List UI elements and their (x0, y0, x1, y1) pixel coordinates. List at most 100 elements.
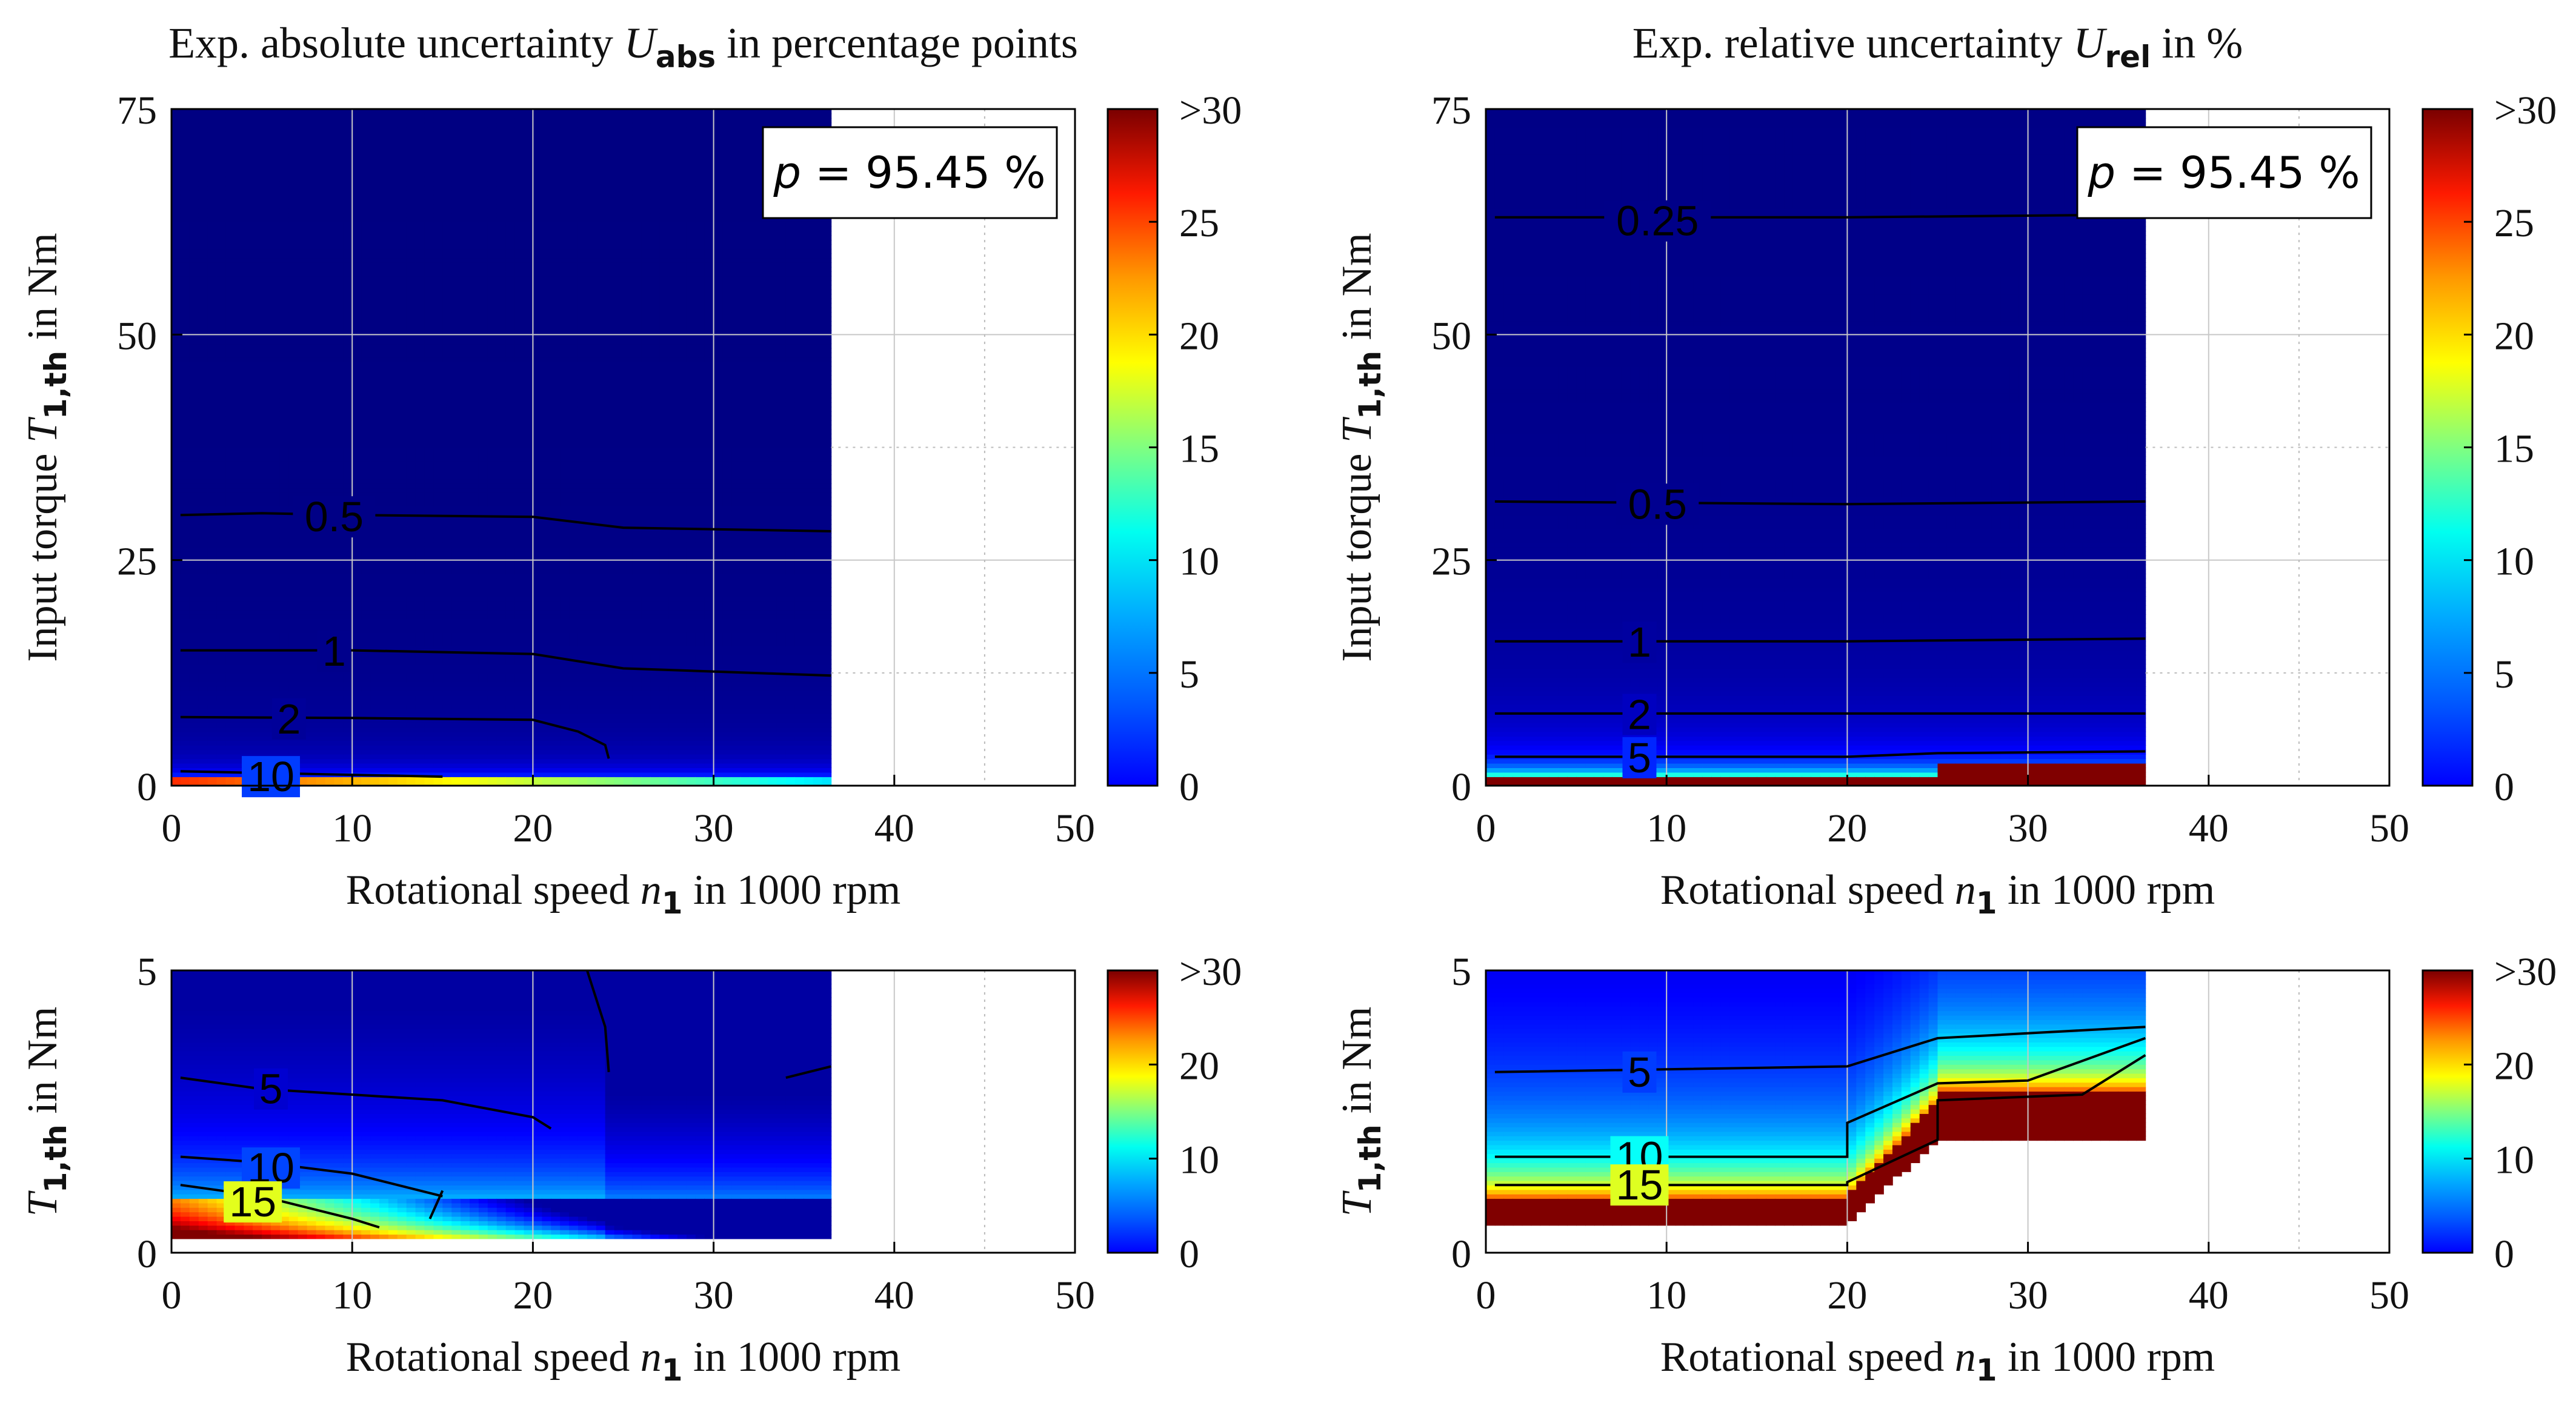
heatmap-cell (451, 312, 461, 317)
heatmap-cell (461, 465, 470, 471)
heatmap-cell (189, 451, 199, 457)
heatmap-cell (470, 772, 479, 777)
heatmap-cell (235, 641, 245, 646)
heatmap-cell (244, 519, 253, 525)
heatmap-cell (316, 605, 326, 611)
heatmap-cell (325, 271, 335, 277)
heatmap-cell (244, 222, 253, 227)
heatmap-cell (307, 632, 317, 638)
heatmap-cell (244, 109, 253, 114)
heatmap-cell (316, 276, 326, 281)
heatmap-cell (325, 145, 335, 150)
heatmap-cell (180, 681, 190, 687)
heatmap-cell (244, 285, 253, 290)
heatmap-cell (388, 506, 398, 511)
heatmap-cell (406, 713, 416, 719)
heatmap-cell (180, 510, 190, 516)
heatmap-cell (198, 492, 208, 498)
heatmap-cell (461, 190, 470, 196)
heatmap-cell (451, 574, 461, 579)
heatmap-cell (343, 565, 353, 570)
heatmap-cell (379, 731, 389, 737)
heatmap-cell (298, 370, 308, 376)
heatmap-cell (288, 560, 299, 565)
heatmap-cell (361, 239, 371, 245)
heatmap-cell (207, 239, 218, 245)
heatmap-cell (433, 501, 444, 507)
heatmap-cell (307, 141, 317, 146)
heatmap-cell (370, 167, 380, 173)
heatmap-cell (406, 483, 416, 489)
heatmap-cell (415, 158, 425, 164)
heatmap-cell (198, 718, 208, 723)
heatmap-cell (388, 532, 398, 539)
heatmap-cell (171, 253, 181, 259)
heatmap-cell (216, 749, 227, 755)
heatmap-cell (235, 271, 245, 277)
heatmap-cell (343, 749, 353, 755)
heatmap-cell (424, 492, 434, 498)
heatmap-cell (424, 244, 434, 250)
heatmap-cell (461, 158, 470, 164)
heatmap-cell (307, 289, 317, 295)
heatmap-cell (334, 465, 344, 471)
heatmap-cell (244, 393, 253, 399)
heatmap-cell (442, 609, 453, 615)
heatmap-cell (361, 330, 371, 336)
heatmap-cell (316, 307, 326, 313)
heatmap-cell (325, 781, 335, 786)
heatmap-cell (316, 208, 326, 214)
heatmap-cell (406, 312, 416, 317)
heatmap-cell (271, 262, 281, 268)
heatmap-cell (388, 127, 398, 133)
heatmap-cell (262, 488, 271, 493)
heatmap-cell (307, 163, 317, 168)
heatmap-cell (307, 727, 317, 732)
heatmap-cell (397, 565, 407, 570)
heatmap-cell (298, 348, 308, 353)
heatmap-cell (388, 316, 398, 322)
heatmap-cell (225, 451, 236, 457)
heatmap-cell (379, 447, 389, 453)
heatmap-cell (171, 276, 181, 281)
heatmap-cell (379, 384, 389, 390)
heatmap-cell (397, 646, 407, 651)
heatmap-cell (235, 532, 245, 539)
heatmap-cell (216, 655, 227, 660)
heatmap-cell (352, 393, 362, 399)
heatmap-cell (288, 194, 299, 200)
heatmap-cell (334, 150, 344, 155)
heatmap-cell (388, 663, 398, 669)
heatmap-cell (461, 362, 470, 367)
heatmap-cell (343, 618, 353, 624)
heatmap-cell (379, 181, 389, 187)
heatmap-cell (361, 113, 371, 119)
heatmap-cell (433, 267, 444, 272)
heatmap-cell (216, 628, 227, 633)
heatmap-cell (334, 154, 344, 159)
heatmap-cell (198, 181, 208, 187)
heatmap-cell (325, 614, 335, 620)
heatmap-cell (235, 565, 245, 570)
heatmap-cell (361, 600, 371, 606)
heatmap-cell (334, 239, 344, 245)
heatmap-cell (352, 226, 362, 231)
heatmap-cell (262, 429, 271, 434)
heatmap-cell (271, 213, 281, 218)
heatmap-cell (352, 425, 362, 430)
heatmap-cell (189, 767, 199, 773)
heatmap-cell (288, 578, 299, 583)
heatmap-cell (298, 136, 308, 141)
heatmap-cell (415, 456, 425, 462)
heatmap-cell (307, 781, 317, 786)
heatmap-cell (406, 677, 416, 683)
heatmap-cell (451, 754, 461, 760)
heatmap-cell (244, 700, 253, 705)
heatmap-cell (361, 141, 371, 146)
heatmap-cell (352, 614, 362, 620)
heatmap-cell (352, 618, 362, 624)
heatmap-cell (316, 213, 326, 218)
heatmap-cell (424, 239, 434, 245)
heatmap-cell (325, 353, 335, 358)
heatmap-cell (279, 158, 290, 164)
